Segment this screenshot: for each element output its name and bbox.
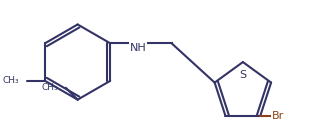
Text: Br: Br xyxy=(272,111,285,121)
Text: CH₃: CH₃ xyxy=(41,83,58,92)
Text: S: S xyxy=(239,70,246,80)
Text: CH₃: CH₃ xyxy=(3,76,19,85)
Text: NH: NH xyxy=(130,43,147,53)
